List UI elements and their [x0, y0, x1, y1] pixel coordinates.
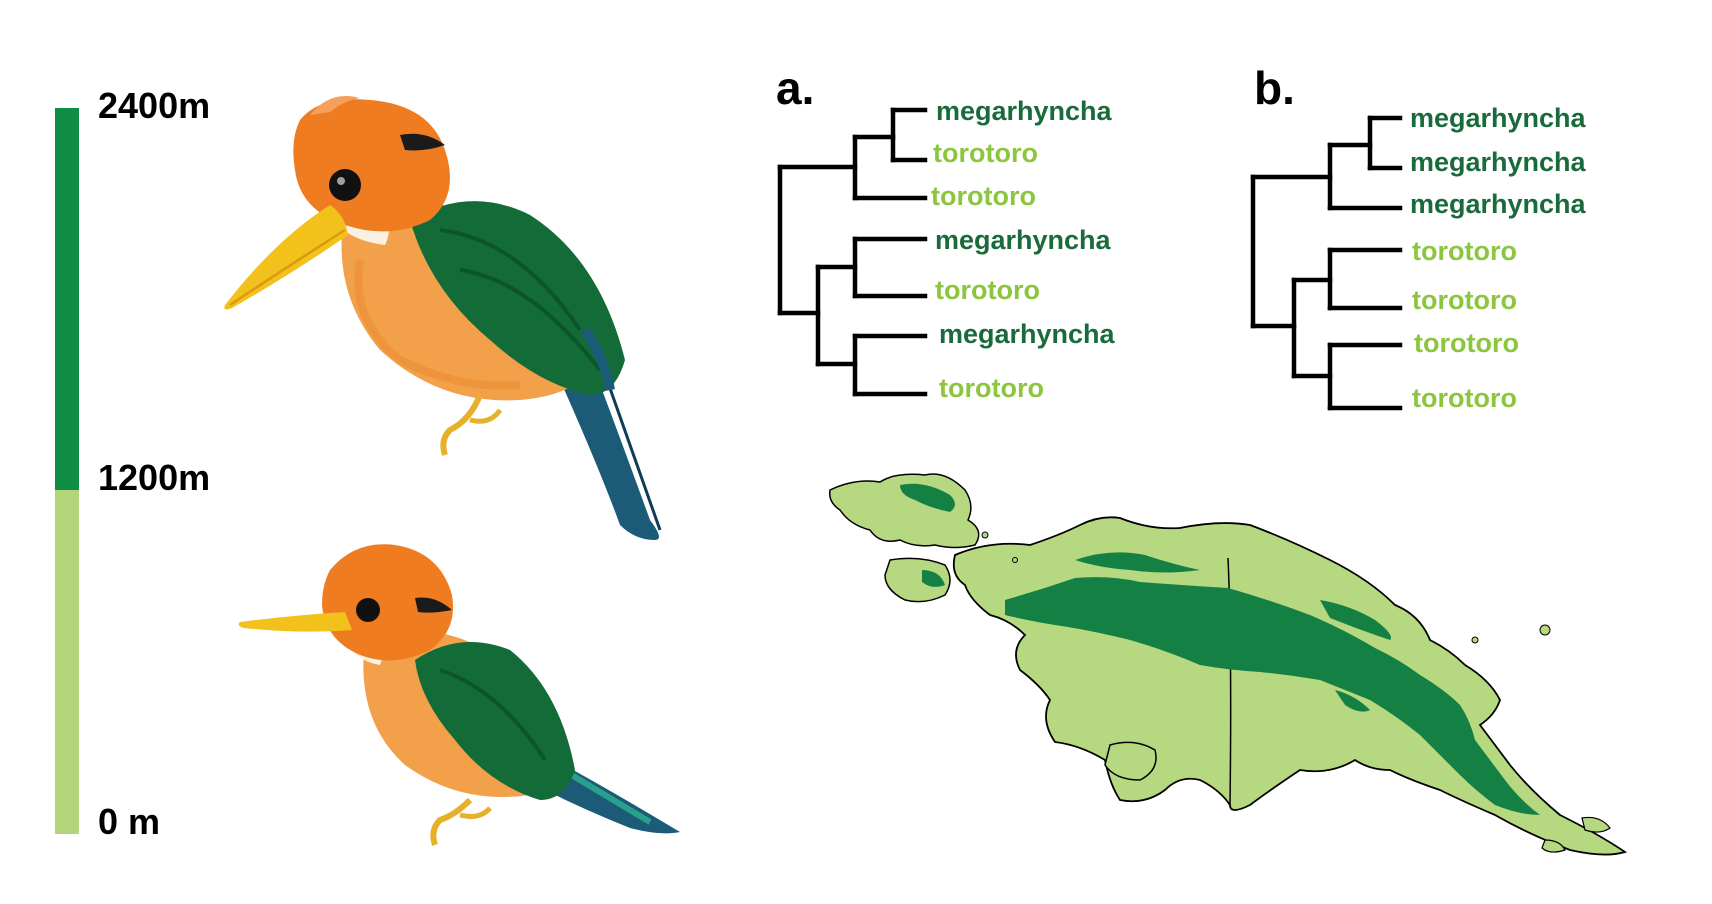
elevation-label-mid: 1200m — [98, 457, 210, 498]
elevation-bar-highland — [55, 108, 79, 490]
elevation-scale: 2400m 1200m 0 m — [55, 85, 210, 842]
tree-a-tip-4: megarhyncha — [935, 225, 1112, 255]
tree-a-tip-7: torotoro — [939, 373, 1044, 403]
tree-b-tip-2: megarhyncha — [1410, 147, 1587, 177]
tree-a-tip-2: torotoro — [933, 138, 1038, 168]
elevation-label-top: 2400m — [98, 85, 210, 126]
tree-b-tip-5: torotoro — [1412, 285, 1517, 315]
panel-label-a: a. — [776, 62, 814, 114]
panel-label-b: b. — [1254, 62, 1295, 114]
kingfisher-megarhyncha-illustration — [224, 96, 662, 540]
phylogeny-tree-b: b. megarhyncha megarhyncha megarhyncha t… — [1250, 62, 1587, 413]
elevation-bar-lowland — [55, 490, 79, 834]
tree-b-tip-4: torotoro — [1412, 236, 1517, 266]
phylogeny-tree-a: a. megarhyncha torotoro torotoro megarhy… — [776, 62, 1116, 403]
map-highland-central — [1005, 577, 1540, 815]
tree-b-tip-7: torotoro — [1412, 383, 1517, 413]
tree-b-tip-1: megarhyncha — [1410, 103, 1587, 133]
tree-a-tip-1: megarhyncha — [936, 96, 1113, 126]
map-lowland-onin — [884, 557, 951, 603]
tree-b-tip-3: megarhyncha — [1410, 189, 1587, 219]
new-guinea-map — [828, 473, 1628, 856]
tree-a-tip-3: torotoro — [931, 181, 1036, 211]
kingfisher-torotoro-illustration — [238, 544, 680, 846]
tree-b-tip-6: torotoro — [1414, 328, 1519, 358]
elevation-label-bottom: 0 m — [98, 801, 160, 842]
tree-a-tip-5: torotoro — [935, 275, 1040, 305]
tree-a-tip-6: megarhyncha — [939, 319, 1116, 349]
